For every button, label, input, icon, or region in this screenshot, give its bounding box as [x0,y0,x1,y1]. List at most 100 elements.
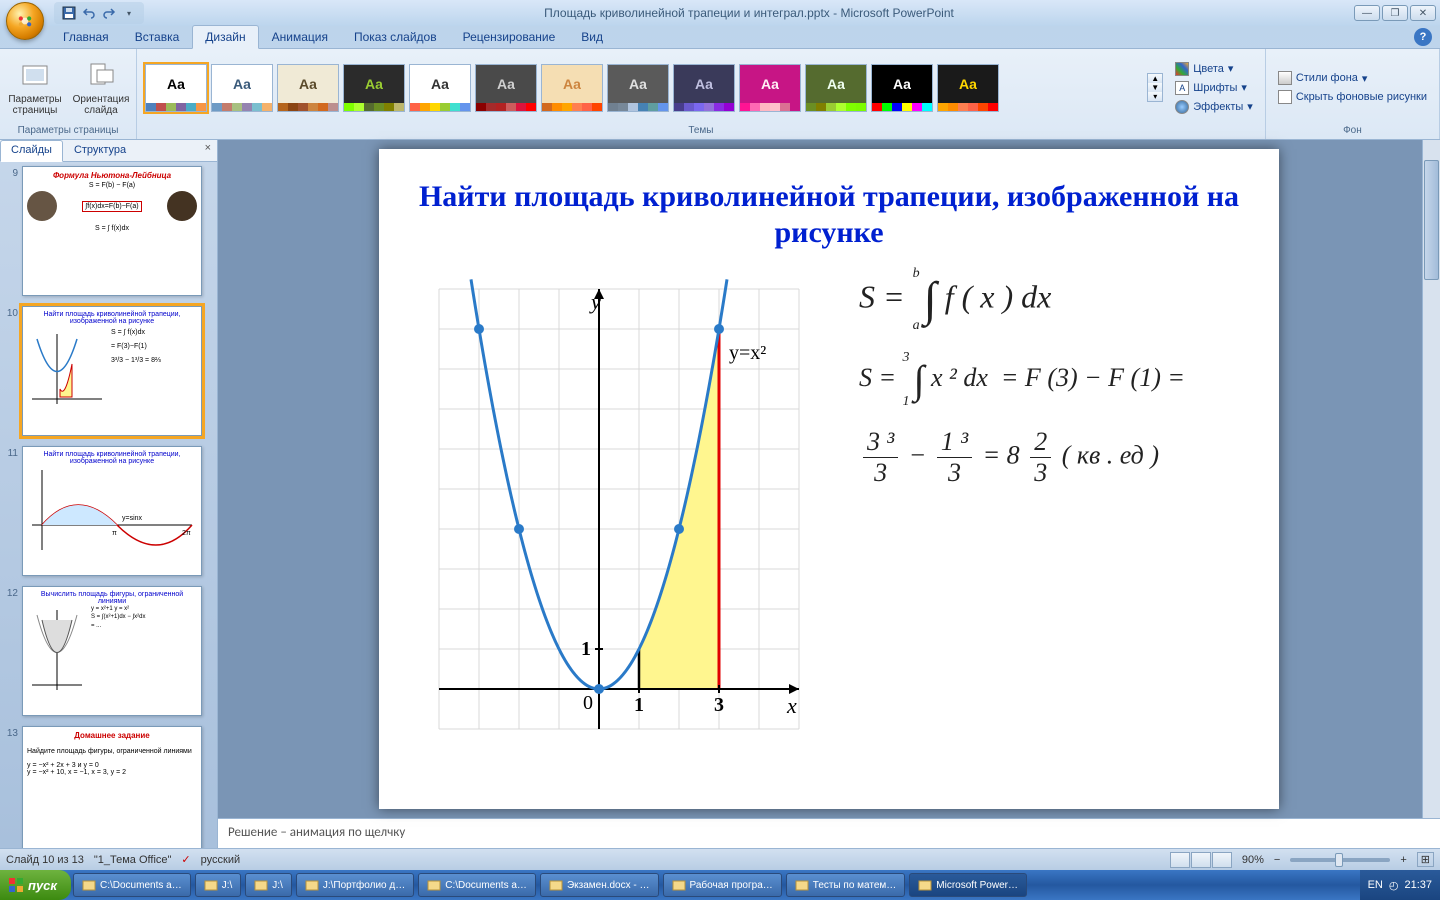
ribbon: Параметры страницы Ориентация слайда Пар… [0,48,1440,140]
group-background: Стили фона ▾ Скрыть фоновые рисунки Фон [1266,49,1440,139]
taskbar-item[interactable]: C:\Documents a… [418,873,536,897]
qat-dropdown-icon[interactable]: ▾ [120,4,138,22]
taskbar-item[interactable]: C:\Documents a… [73,873,191,897]
vscroll-thumb[interactable] [1424,160,1439,280]
slide-thumb-wrap[interactable]: 13Домашнее задание Найдите площадь фигур… [4,726,213,848]
notes-pane[interactable]: Решение – анимация по щелчку [218,818,1440,848]
theme-thumb[interactable]: Aa [607,64,669,112]
system-tray: EN ◴ 21:37 [1360,870,1440,900]
undo-icon[interactable] [80,4,98,22]
taskbar-item[interactable]: Тесты по матем… [786,873,906,897]
title-bar: ▾ Площадь криволинейной трапеции и интег… [0,0,1440,26]
background-styles-button[interactable]: Стили фона ▾ [1274,69,1431,87]
group-page-setup: Параметры страницы Ориентация слайда Пар… [0,49,137,139]
zoom-handle[interactable] [1335,853,1343,867]
slide-canvas[interactable]: Найти площадь криволинейной трапеции, из… [379,149,1279,809]
colors-button[interactable]: Цвета ▾ [1171,60,1257,78]
tray-lang[interactable]: EN [1368,879,1383,891]
fit-slide-button[interactable]: ⊞ [1417,852,1434,867]
tab-insert[interactable]: Вставка [122,25,193,48]
slide-thumb-wrap[interactable]: 10Найти площадь криволинейной трапеции, … [4,306,213,436]
slide-thumb-wrap[interactable]: 12Вычислить площадь фигуры, ограниченной… [4,586,213,716]
start-button[interactable]: пуск [0,870,71,900]
zoom-value: 90% [1242,854,1264,866]
theme-thumb[interactable]: Aa [673,64,735,112]
help-icon[interactable]: ? [1414,28,1432,46]
theme-thumb[interactable]: Aa [277,64,339,112]
chart-svg: yx0131y=x² [409,259,829,759]
effects-button[interactable]: Эффекты ▾ [1171,98,1257,116]
zoom-in-button[interactable]: + [1400,854,1406,866]
theme-thumb[interactable]: Aa [871,64,933,112]
svg-text:x: x [786,693,797,718]
status-bar: Слайд 10 из 13 "1_Тема Office" ✓ русский… [0,848,1440,870]
theme-thumb[interactable]: Aa [145,64,207,112]
taskbar-item[interactable]: J:\Портфолио д… [296,873,414,897]
themes-up-icon[interactable]: ▲ [1148,74,1162,83]
view-buttons [1170,852,1232,868]
tab-home[interactable]: Главная [50,25,122,48]
zoom-out-button[interactable]: − [1274,854,1280,866]
spellcheck-icon[interactable]: ✓ [181,853,190,866]
window-controls: — ❐ ✕ [1354,5,1436,21]
tab-outline[interactable]: Структура [63,140,137,161]
tab-design[interactable]: Дизайн [192,25,258,49]
slide-thumbnails[interactable]: 9Формула Ньютона-Лейбница S = F(b) − F(a… [0,162,217,848]
taskbar-item[interactable]: J:\ [195,873,242,897]
redo-icon[interactable] [100,4,118,22]
taskbar-item[interactable]: Microsoft Power… [909,873,1027,897]
tab-review[interactable]: Рецензирование [450,25,569,48]
slide-thumb[interactable]: Найти площадь криволинейной трапеции, из… [22,306,202,436]
zoom-slider[interactable] [1290,858,1390,862]
slide-thumb[interactable]: Найти площадь криволинейной трапеции, из… [22,446,202,576]
view-show-button[interactable] [1212,852,1232,868]
theme-thumb[interactable]: Aa [211,64,273,112]
slide-editor: Найти площадь криволинейной трапеции, из… [218,140,1440,848]
themes-scroll[interactable]: ▲ ▼ ▾ [1147,73,1163,102]
view-sorter-button[interactable] [1191,852,1211,868]
theme-thumb[interactable]: Aa [343,64,405,112]
theme-thumb[interactable]: Aa [805,64,867,112]
themes-gallery[interactable]: AaAaAaAaAaAaAaAaAaAaAaAaAa [141,60,1143,116]
taskbar-item[interactable]: Рабочая програ… [663,873,782,897]
panel-close-icon[interactable]: × [199,140,217,161]
tab-view[interactable]: Вид [568,25,616,48]
slide-area: Найти площадь криволинейной трапеции, из… [218,140,1440,818]
tab-animation[interactable]: Анимация [259,25,341,48]
slide-thumb[interactable]: Вычислить площадь фигуры, ограниченной л… [22,586,202,716]
minimize-button[interactable]: — [1354,5,1380,21]
slide-title: Найти площадь криволинейной трапеции, из… [379,179,1279,251]
slide-orientation-button[interactable]: Ориентация слайда [70,56,132,120]
taskbar-item[interactable]: Экзамен.docx - … [540,873,659,897]
tab-slideshow[interactable]: Показ слайдов [341,25,450,48]
tray-icon[interactable]: ◴ [1389,879,1399,892]
hide-bg-checkbox[interactable]: Скрыть фоновые рисунки [1274,88,1431,106]
slide-thumb-wrap[interactable]: 9Формула Ньютона-Лейбница S = F(b) − F(a… [4,166,213,296]
themes-more-icon[interactable]: ▾ [1148,92,1162,101]
restore-button[interactable]: ❐ [1382,5,1408,21]
tab-slides[interactable]: Слайды [0,140,63,162]
group-label-page-setup: Параметры страницы [4,124,132,137]
taskbar: пуск C:\Documents a…J:\J:\J:\Портфолио д… [0,870,1440,900]
editor-vscroll[interactable] [1422,140,1440,818]
view-normal-button[interactable] [1170,852,1190,868]
theme-thumb[interactable]: Aa [409,64,471,112]
themes-down-icon[interactable]: ▼ [1148,83,1162,92]
group-themes: AaAaAaAaAaAaAaAaAaAaAaAaAa ▲ ▼ ▾ Цвета ▾… [137,49,1266,139]
slide-thumb[interactable]: Формула Ньютона-Лейбница S = F(b) − F(a)… [22,166,202,296]
save-icon[interactable] [60,4,78,22]
theme-thumb[interactable]: Aa [739,64,801,112]
office-button[interactable] [6,2,44,40]
slide-thumb[interactable]: Домашнее задание Найдите площадь фигуры,… [22,726,202,848]
group-label-bg: Фон [1270,124,1435,137]
svg-text:π: π [112,530,117,537]
status-language[interactable]: русский [201,854,240,866]
close-button[interactable]: ✕ [1410,5,1436,21]
theme-thumb[interactable]: Aa [541,64,603,112]
taskbar-item[interactable]: J:\ [245,873,292,897]
theme-thumb[interactable]: Aa [475,64,537,112]
page-setup-button[interactable]: Параметры страницы [4,56,66,120]
slide-thumb-wrap[interactable]: 11Найти площадь криволинейной трапеции, … [4,446,213,576]
fonts-button[interactable]: AШрифты ▾ [1171,79,1257,97]
theme-thumb[interactable]: Aa [937,64,999,112]
